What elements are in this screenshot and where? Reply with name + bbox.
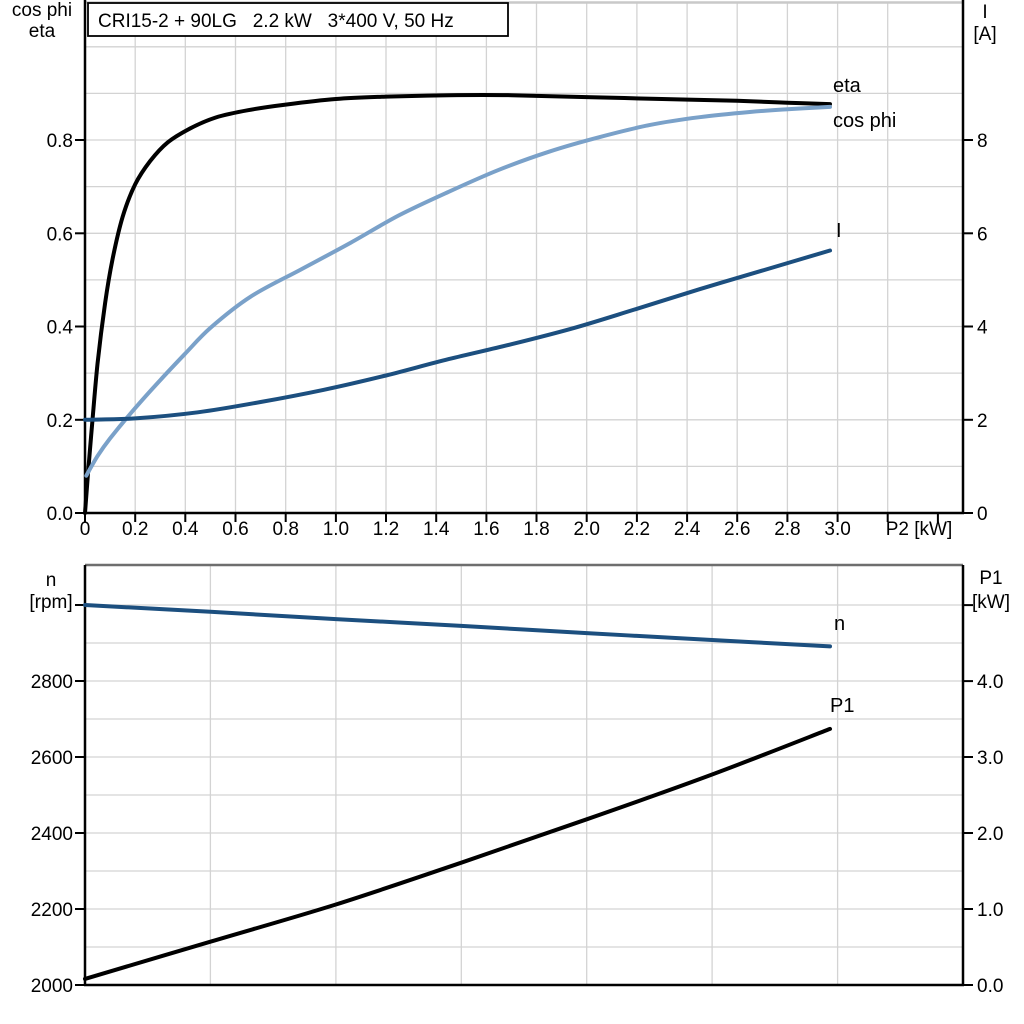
cos-phi-curve-label: cos phi (833, 110, 896, 132)
n-curve-label: n (834, 613, 845, 635)
x-tick-label: 2.8 (774, 519, 800, 540)
i-curve-label: I (836, 220, 842, 242)
left-tick-label: 0.6 (47, 224, 73, 245)
left-tick-label: 2600 (31, 748, 73, 769)
right-tick-label: 2 (977, 411, 988, 432)
left-axis-title: eta (29, 21, 56, 42)
eta-curve (83, 93, 832, 515)
right-tick-label: 0 (977, 504, 988, 525)
x-tick-label: 1.8 (523, 519, 549, 540)
p1-curve (83, 726, 832, 981)
left-tick-label: 0.4 (47, 318, 74, 339)
eta-curve-label: eta (833, 75, 862, 97)
x-tick-label: 2.4 (674, 519, 701, 540)
x-tick-label: 2.6 (724, 519, 750, 540)
x-tick-label: 1.4 (423, 519, 450, 540)
n-curve (83, 603, 832, 649)
efficiency-chart: 0.0 0.2 0.4 0.6 0.8 0 2 4 6 8 0 0.2 0.4 0.6 0.8 1.0 1.2 1… (12, 0, 997, 540)
x-tick-label: 0.2 (122, 519, 148, 540)
right-tick-label: 1.0 (977, 900, 1003, 921)
x-tick-label: 2.2 (624, 519, 650, 540)
right-tick-label: 2.0 (977, 824, 1003, 845)
i-curve (83, 248, 832, 422)
left-axis-title: [rpm] (29, 592, 72, 613)
left-axis-title: n (46, 570, 57, 591)
right-tick-label: 3.0 (977, 748, 1003, 769)
cos-phi-curve (84, 104, 832, 478)
right-tick-label: 8 (977, 131, 988, 152)
right-axis-title: P1 (979, 568, 1002, 589)
x-tick-label: 0.8 (272, 519, 298, 540)
chart-title: CRI15-2 + 90LG 2.2 kW 3*400 V, 50 Hz (98, 11, 454, 32)
grid (85, 565, 963, 985)
x-tick-label: 0 (80, 519, 91, 540)
x-tick-label: 1.0 (323, 519, 349, 540)
p1-curve-label: P1 (830, 695, 854, 717)
right-tick-label: 4 (977, 318, 988, 339)
x-tick-label: 1.2 (373, 519, 399, 540)
x-tick-label: 1.6 (473, 519, 499, 540)
left-tick-label: 0.0 (47, 504, 73, 525)
right-axis-title: [kW] (972, 592, 1010, 613)
right-tick-label: 0.0 (977, 976, 1003, 997)
speed-power-chart: 200022002400260028000.01.02.03.04.0n[rpm… (29, 563, 1010, 997)
left-tick-label: 2400 (31, 824, 73, 845)
x-tick-label: 0.4 (172, 519, 199, 540)
x-tick-label: 2.0 (573, 519, 599, 540)
grid (85, 2, 963, 513)
left-axis-title: cos phi (12, 0, 72, 21)
left-tick-label: 2000 (31, 976, 73, 997)
right-axis-title: I (982, 2, 987, 23)
left-tick-label: 0.2 (47, 411, 73, 432)
x-tick-label: 0.6 (222, 519, 248, 540)
left-tick-label: 2800 (31, 672, 73, 693)
left-tick-label: 0.8 (47, 131, 73, 152)
right-tick-label: 4.0 (977, 672, 1003, 693)
right-tick-label: 6 (977, 224, 988, 245)
x-tick-label: 3.0 (824, 519, 850, 540)
x-axis-title: P2 [kW] (886, 519, 953, 540)
right-axis-title: [A] (973, 24, 996, 45)
title-box (87, 2, 509, 37)
left-tick-label: 2200 (31, 900, 73, 921)
